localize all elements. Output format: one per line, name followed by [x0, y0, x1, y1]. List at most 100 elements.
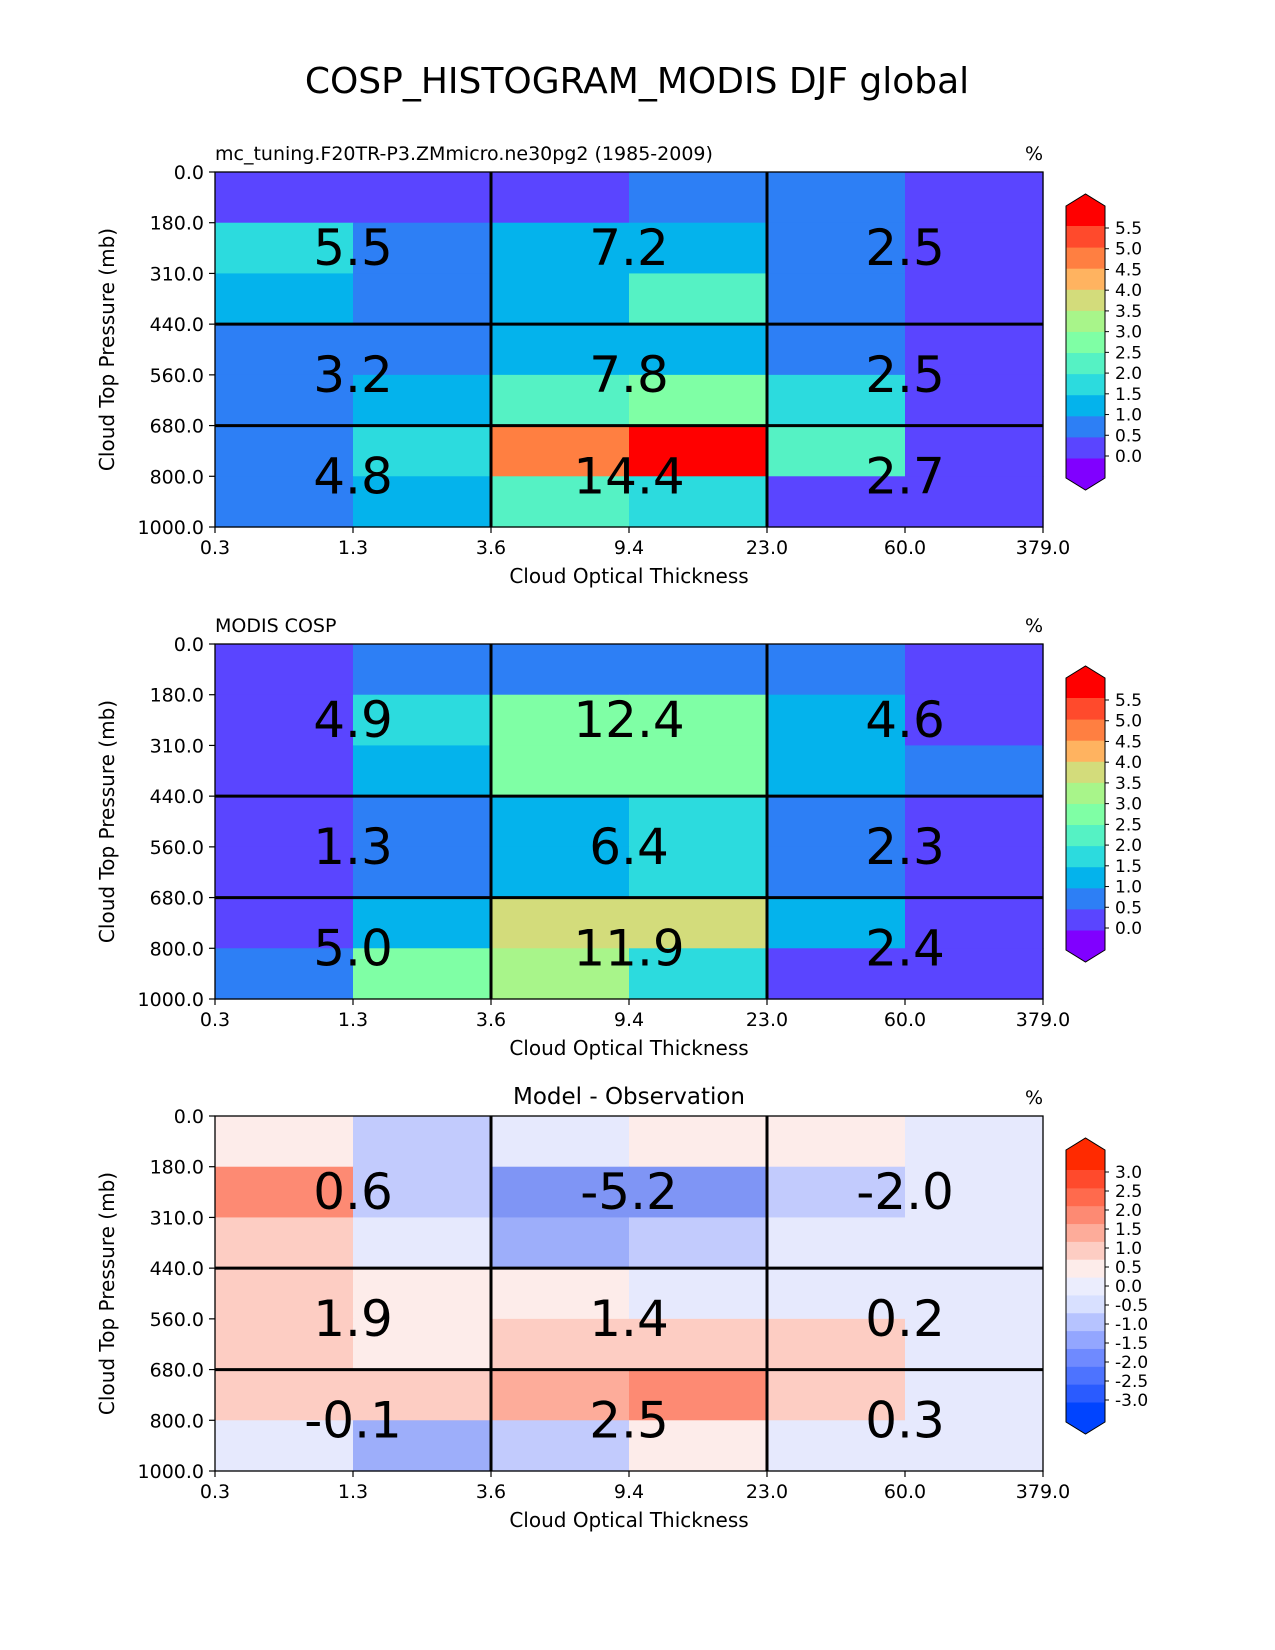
colorbar-segment [1066, 310, 1105, 332]
block-value-label: 6.4 [589, 818, 669, 876]
colorbar: 5.55.04.54.03.53.02.52.01.51.00.50.0 [1065, 665, 1142, 963]
x-tick-label: 23.0 [746, 1481, 788, 1503]
colorbar-label: 3.0 [1115, 1163, 1142, 1183]
y-tick-label: 310.0 [150, 735, 204, 757]
colorbar-label: 2.0 [1115, 1201, 1142, 1221]
histogram-cell [905, 694, 1044, 747]
block-value-label: 0.3 [865, 1391, 945, 1449]
histogram-cell [767, 425, 906, 477]
y-tick-label: 680.0 [150, 1360, 204, 1382]
x-tick-label: 3.6 [476, 537, 506, 559]
histogram-cell [767, 1318, 906, 1371]
y-tick-label: 1000.0 [138, 1461, 204, 1483]
histogram-cell [767, 745, 906, 797]
x-tick-label: 60.0 [884, 537, 926, 559]
colorbar-outline [1065, 665, 1106, 963]
colorbar-segment [1066, 1384, 1105, 1403]
histogram-cell [491, 1116, 630, 1168]
block-value-label: 7.8 [589, 346, 669, 404]
colorbar-extend-bottom [1066, 1402, 1105, 1434]
histogram-cell [905, 1318, 1044, 1371]
histogram-cell [905, 644, 1044, 696]
histogram-cell [905, 222, 1044, 275]
histogram-cell [353, 745, 492, 797]
colorbar-label: -3.0 [1115, 1391, 1148, 1411]
histogram-cell [491, 1166, 630, 1219]
x-tick-label: 379.0 [1016, 1009, 1070, 1031]
histogram-cell [215, 425, 354, 477]
colorbar-label: 5.5 [1115, 691, 1142, 711]
y-tick-label: 800.0 [150, 466, 204, 488]
histogram-cell [767, 897, 906, 949]
colorbar-segment [1066, 1277, 1105, 1296]
histogram-cell [767, 1166, 906, 1219]
y-tick-label: 0.0 [174, 162, 204, 184]
histogram-cell [353, 324, 492, 376]
histogram-cell [353, 273, 492, 325]
y-tick-label: 680.0 [150, 888, 204, 910]
histogram-cell [353, 897, 492, 949]
colorbar-label: 2.5 [1115, 343, 1142, 363]
block-value-label: 4.9 [313, 691, 393, 749]
colorbar-label: 0.0 [1115, 447, 1142, 467]
histogram-cell [629, 172, 768, 224]
histogram-cell [629, 796, 768, 848]
block-value-label: 4.8 [313, 447, 393, 505]
y-tick-label: 0.0 [174, 634, 204, 656]
histogram-cell [353, 694, 492, 747]
histogram-cell [629, 476, 768, 528]
histogram-cell [629, 1217, 768, 1269]
x-tick-label: 379.0 [1016, 537, 1070, 559]
y-tick-label: 310.0 [150, 1207, 204, 1229]
y-tick-label: 800.0 [150, 938, 204, 960]
units-label: % [1025, 1087, 1043, 1109]
block-value-label: 5.0 [313, 919, 393, 977]
histogram-cell [353, 796, 492, 848]
histogram-cell [215, 273, 354, 325]
colorbar-outline [1065, 193, 1106, 491]
histogram-cell [629, 1116, 768, 1168]
colorbar-label: 3.0 [1115, 323, 1142, 343]
histogram-cell [491, 1217, 630, 1269]
histogram-cell [353, 222, 492, 275]
histogram-cell [491, 172, 630, 224]
histogram-cell [629, 694, 768, 747]
histogram-panel-2: 4.9 12.4 4.6 1.3 6.4 2.3 5.0 11.9 2.4 0.3 1.3 3.6 9.… [95, 615, 1142, 1060]
colorbar-label: -1.0 [1115, 1315, 1148, 1335]
colorbar-segment [1066, 1205, 1105, 1225]
colorbar: 3.02.52.01.51.00.50.0-0.5-1.0-1.5-2.0-2.… [1065, 1137, 1148, 1435]
histogram-cell [491, 644, 630, 696]
colorbar-segment [1066, 698, 1105, 720]
histogram-cell [491, 796, 630, 848]
histogram-cell [491, 1268, 630, 1320]
histogram-cell [491, 948, 630, 1000]
colorbar-segment [1066, 845, 1105, 868]
histogram-cell [215, 897, 354, 949]
colorbar-label: 4.0 [1115, 753, 1142, 773]
histogram-cell [215, 172, 354, 224]
y-tick-label: 560.0 [150, 1309, 204, 1331]
x-tick-label: 0.3 [200, 537, 230, 559]
histogram-cell [491, 897, 630, 949]
colorbar-segment [1066, 352, 1105, 375]
colorbar-label: 4.5 [1115, 260, 1142, 280]
colorbar-label: -2.0 [1115, 1353, 1148, 1373]
histogram-cell [905, 745, 1044, 797]
colorbar-segment [1066, 803, 1105, 826]
histogram-cell [629, 1166, 768, 1219]
x-tick-label: 0.3 [200, 1481, 230, 1503]
histogram-cell [629, 948, 768, 1000]
y-tick-label: 180.0 [150, 1157, 204, 1179]
block-value-label: 2.5 [865, 219, 945, 277]
colorbar-label: -2.5 [1115, 1372, 1148, 1392]
colorbar-segment [1066, 247, 1105, 269]
x-tick-label: 1.3 [338, 1481, 368, 1503]
histogram-cell [491, 374, 630, 427]
histogram-cell [215, 948, 354, 1000]
colorbar-label: 3.5 [1115, 774, 1142, 794]
histogram-cell [905, 324, 1044, 376]
histogram-cell [905, 1166, 1044, 1219]
histogram-cell [491, 476, 630, 528]
colorbar-segment [1066, 1294, 1105, 1314]
colorbar-segment [1066, 1259, 1105, 1278]
